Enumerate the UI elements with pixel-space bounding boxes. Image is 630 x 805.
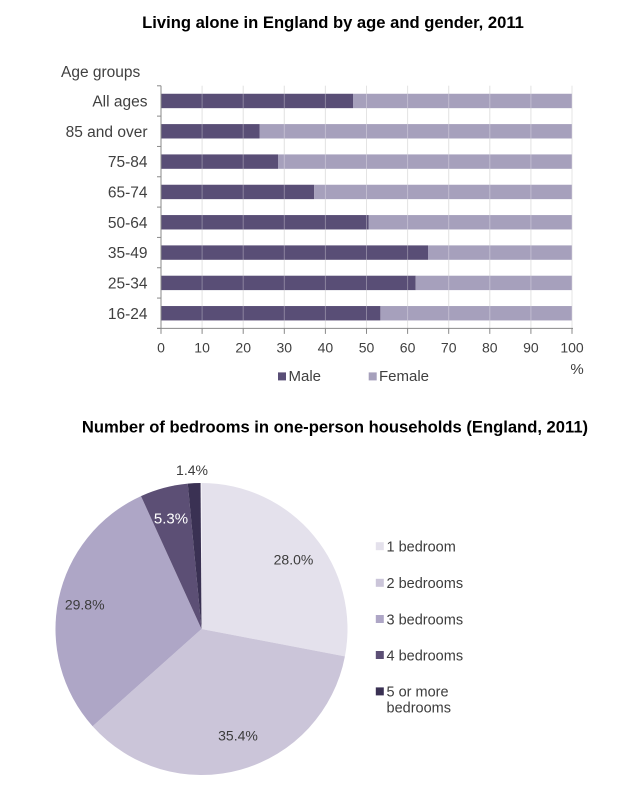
svg-text:3 bedrooms: 3 bedrooms — [387, 612, 464, 628]
svg-text:20: 20 — [235, 340, 251, 356]
svg-text:Number of bedrooms in one-pers: Number of bedrooms in one-person househo… — [82, 418, 588, 437]
svg-text:%: % — [570, 361, 583, 378]
svg-text:Age groups: Age groups — [61, 64, 141, 81]
svg-text:5.3%: 5.3% — [154, 511, 188, 528]
svg-text:Living alone in England by age: Living alone in England by age and gende… — [142, 13, 524, 32]
svg-text:60: 60 — [400, 340, 416, 356]
svg-text:1.4%: 1.4% — [176, 462, 208, 478]
svg-text:1 bedroom: 1 bedroom — [387, 540, 456, 556]
svg-text:100: 100 — [560, 340, 584, 356]
svg-text:25-34: 25-34 — [108, 276, 148, 293]
svg-text:5 or more: 5 or more — [387, 685, 449, 701]
svg-text:Male: Male — [289, 368, 322, 385]
svg-text:All ages: All ages — [92, 94, 147, 111]
svg-text:40: 40 — [318, 340, 334, 356]
svg-text:bedrooms: bedrooms — [387, 701, 451, 717]
svg-text:4 bedrooms: 4 bedrooms — [387, 648, 464, 664]
svg-text:35-49: 35-49 — [108, 245, 148, 262]
svg-text:35.4%: 35.4% — [218, 728, 258, 744]
svg-text:75-84: 75-84 — [108, 154, 148, 171]
svg-text:10: 10 — [194, 340, 210, 356]
svg-text:70: 70 — [441, 340, 457, 356]
svg-text:28.0%: 28.0% — [274, 551, 314, 567]
svg-text:80: 80 — [482, 340, 498, 356]
svg-text:50-64: 50-64 — [108, 215, 148, 232]
svg-text:16-24: 16-24 — [108, 306, 148, 323]
svg-text:29.8%: 29.8% — [65, 597, 105, 613]
svg-text:85 and over: 85 and over — [66, 124, 148, 141]
svg-text:0: 0 — [157, 340, 165, 356]
svg-text:30: 30 — [277, 340, 293, 356]
svg-text:Female: Female — [379, 368, 429, 385]
svg-text:2 bedrooms: 2 bedrooms — [387, 576, 464, 592]
svg-text:50: 50 — [359, 340, 375, 356]
svg-text:90: 90 — [523, 340, 539, 356]
svg-text:65-74: 65-74 — [108, 185, 148, 202]
